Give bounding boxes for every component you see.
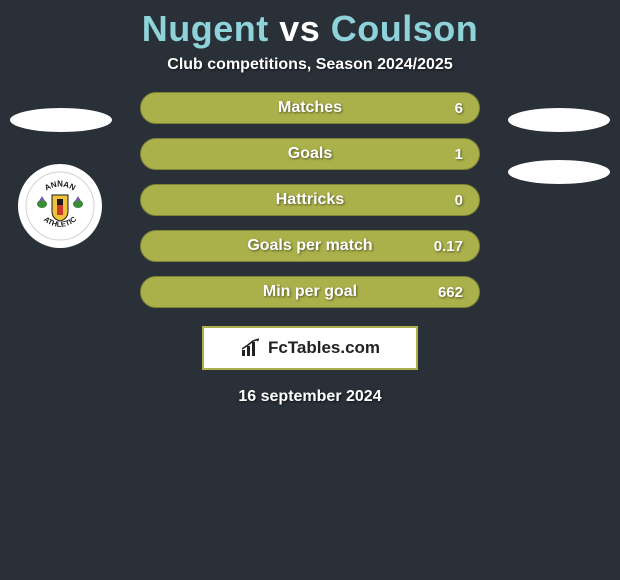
stat-bar: Min per goal 662 — [140, 276, 480, 308]
club-badge: ANNAN ATHLETIC — [18, 164, 102, 248]
comparison-panel: ANNAN ATHLETIC Matche — [0, 92, 620, 406]
chart-icon — [240, 338, 262, 358]
stat-label: Matches — [278, 99, 342, 117]
player1-name: Nugent — [142, 8, 269, 49]
player2-marker-bottom — [508, 160, 610, 184]
brand-text: FcTables.com — [268, 338, 380, 358]
player2-marker-top — [508, 108, 610, 132]
subtitle: Club competitions, Season 2024/2025 — [0, 56, 620, 92]
stat-bars: Matches 6 Goals 1 Hattricks 0 Goals per match 0… — [140, 92, 480, 308]
stat-bar: Hattricks 0 — [140, 184, 480, 216]
stat-value: 1 — [455, 146, 463, 163]
stat-bar: Goals per match 0.17 — [140, 230, 480, 262]
stat-value: 662 — [438, 284, 463, 301]
player2-name: Coulson — [331, 8, 478, 49]
stat-label: Min per goal — [263, 283, 357, 301]
stat-label: Goals — [288, 145, 332, 163]
stat-bar: Matches 6 — [140, 92, 480, 124]
stat-label: Goals per match — [247, 237, 372, 255]
snapshot-date: 16 september 2024 — [0, 388, 620, 406]
club-badge-svg: ANNAN ATHLETIC — [25, 171, 95, 241]
stat-bar: Goals 1 — [140, 138, 480, 170]
player1-marker — [10, 108, 112, 132]
vs-text: vs — [279, 8, 320, 49]
page-title: Nugent vs Coulson — [0, 0, 620, 56]
brand-box[interactable]: FcTables.com — [202, 326, 418, 370]
stat-label: Hattricks — [276, 191, 344, 209]
stat-value: 0 — [455, 192, 463, 209]
stat-value: 0.17 — [434, 238, 463, 255]
stat-value: 6 — [455, 100, 463, 117]
